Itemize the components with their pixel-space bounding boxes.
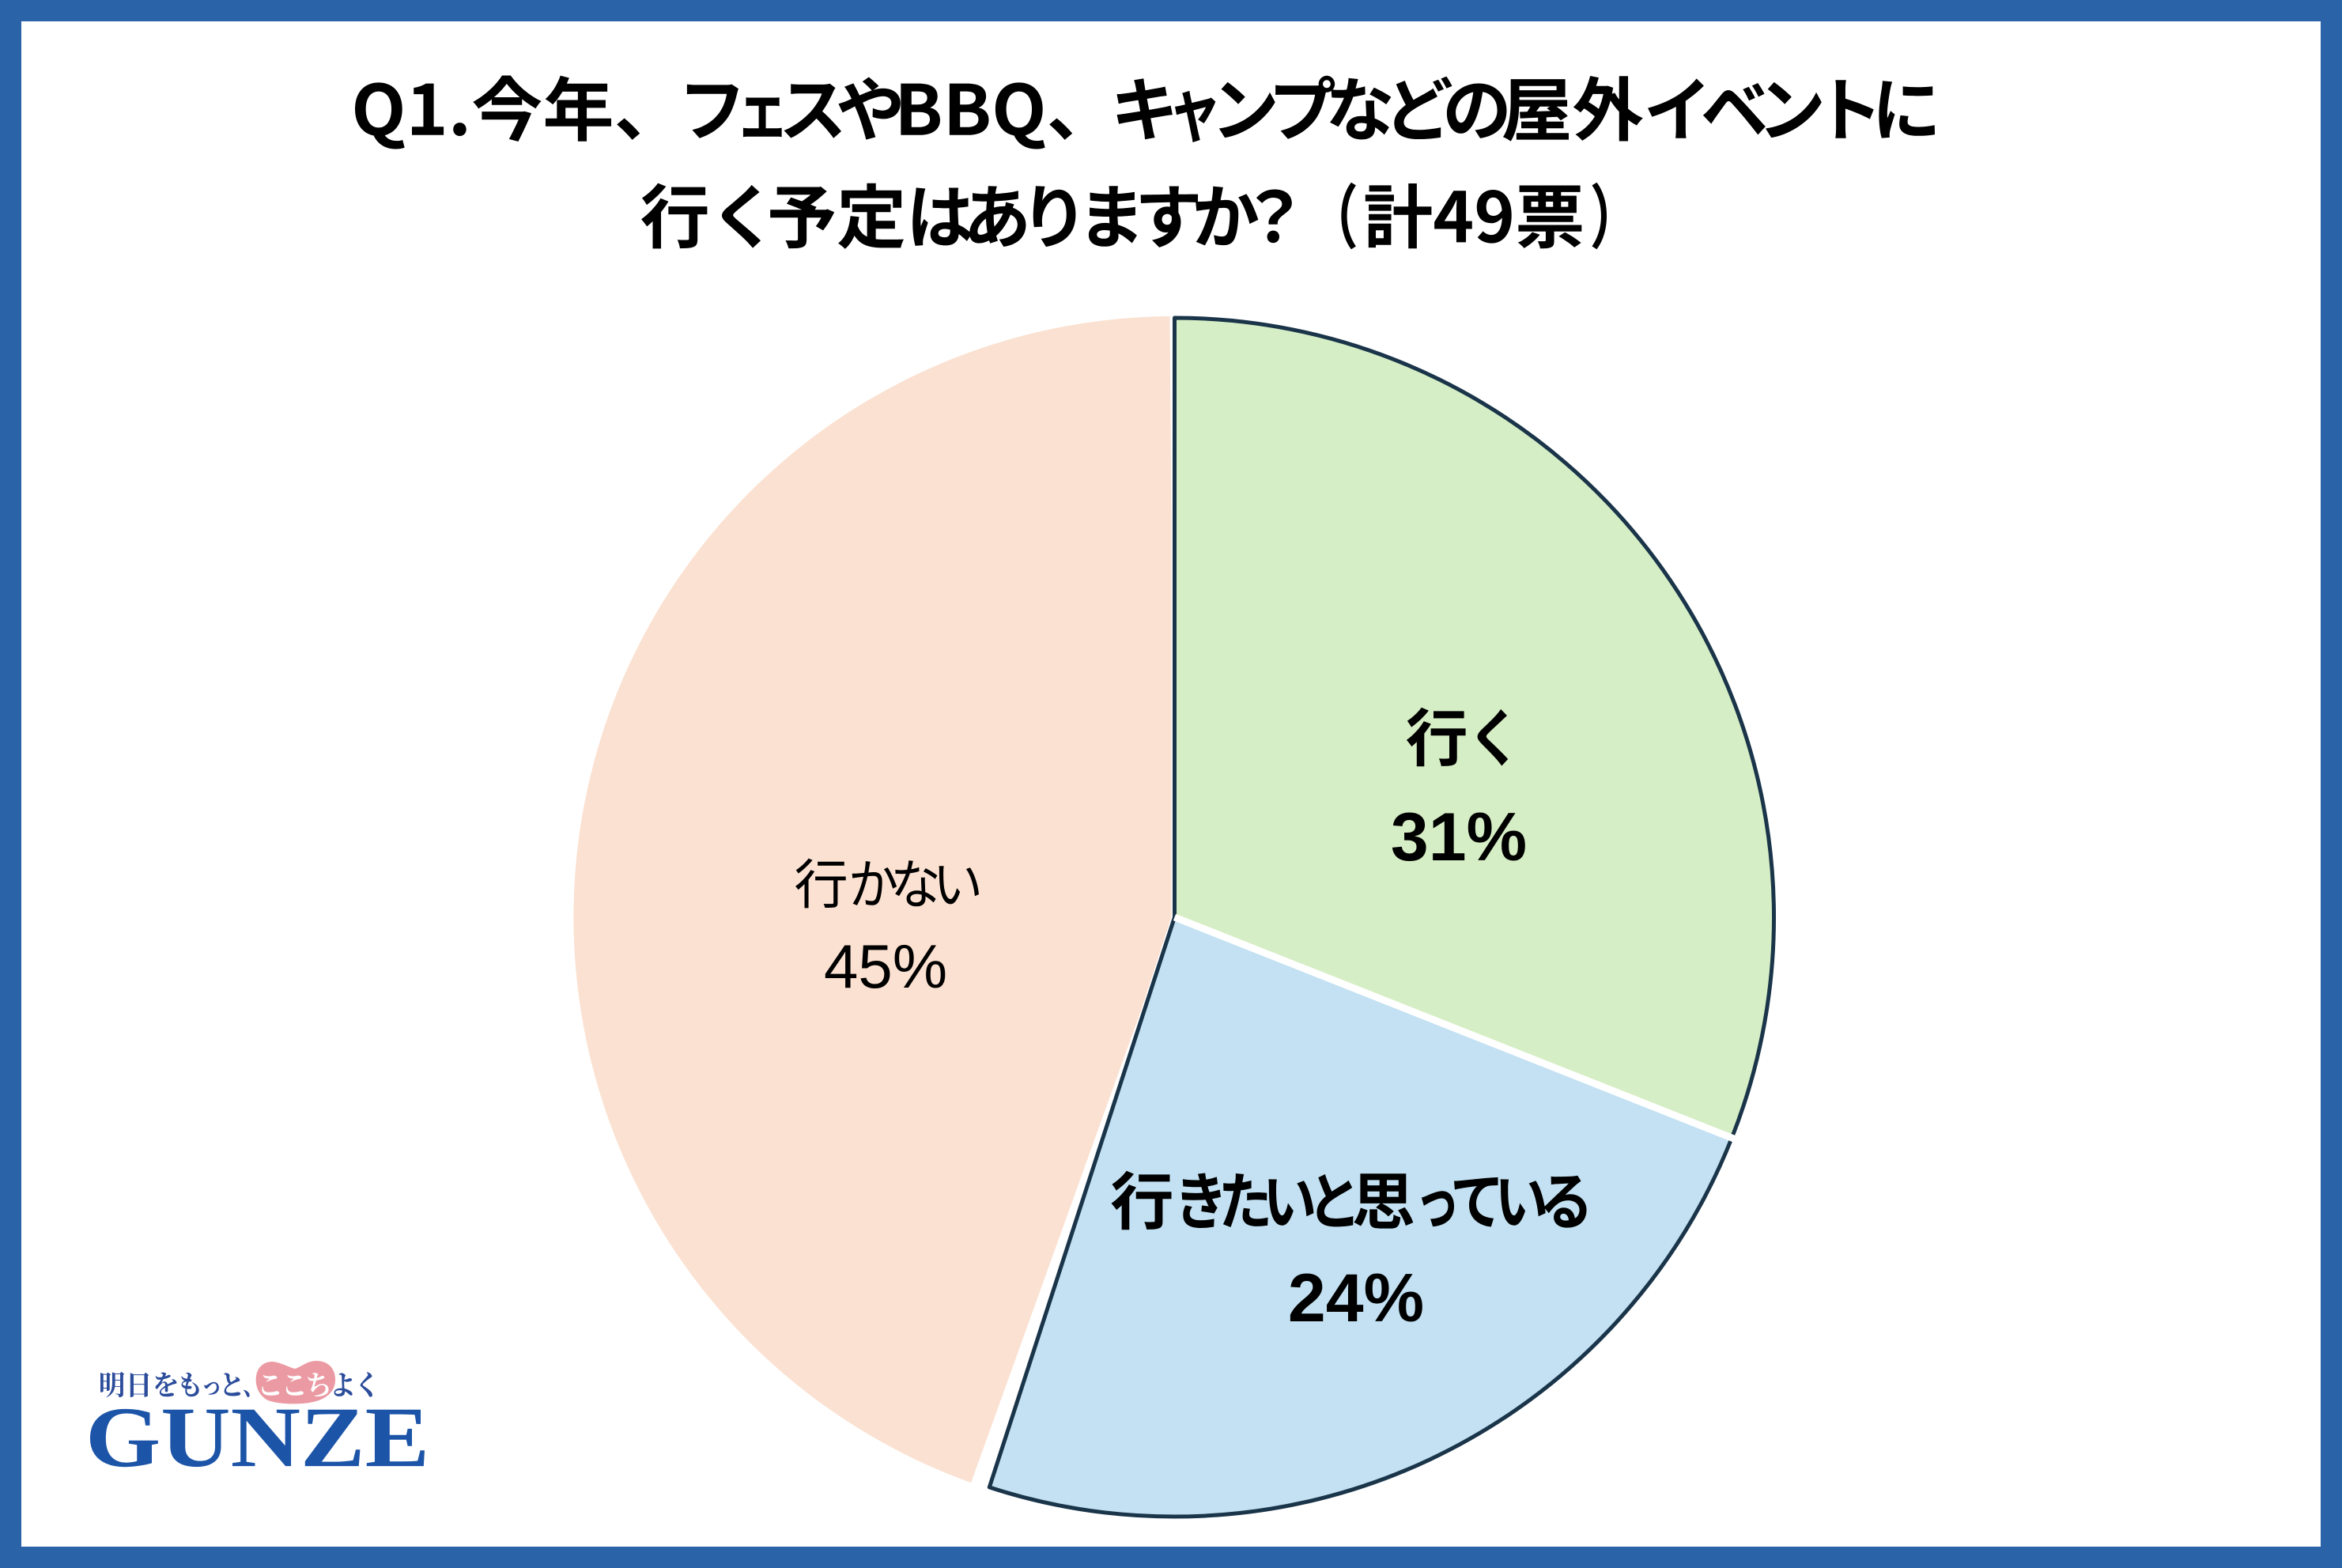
value-wont-go: 45% [824, 931, 947, 1001]
title-line-1-glyphs [355, 75, 1936, 149]
pie-divider-going-want [1173, 913, 1743, 1146]
title-line-1 [355, 75, 1936, 149]
label-want-to-go [1111, 1170, 1587, 1230]
pie-slice-going-outline [1173, 315, 1776, 1140]
chart-title [355, 75, 1936, 250]
label-wont-go-glyphs [795, 858, 979, 909]
label-want-to-go-glyphs [1111, 1170, 1587, 1230]
label-going [1406, 707, 1509, 767]
value-going: 31% [1391, 799, 1527, 875]
label-going-glyphs [1406, 707, 1509, 767]
logo-wordmark [89, 1408, 425, 1468]
logo-tagline-glyphs-blue [100, 1371, 250, 1398]
title-line-2-glyphs [641, 182, 1607, 250]
logo-tagline [100, 1371, 372, 1398]
value-want-to-go: 24% [1288, 1260, 1424, 1336]
label-wont-go [795, 858, 979, 909]
logo-tagline-glyphs-white [262, 1373, 329, 1396]
pie-slice-wont-go [573, 316, 1175, 1483]
title-line-2 [641, 182, 1607, 250]
pie-chart [573, 312, 1779, 1521]
gunze-logo [89, 1361, 425, 1468]
logo-wordmark-glyphs [89, 1408, 425, 1468]
pie-labels: 31% 24% 45% [795, 707, 1587, 1336]
logo-tagline-glyphs-blue [334, 1372, 372, 1397]
pie-slice-want-to-go-outline [987, 915, 1734, 1519]
